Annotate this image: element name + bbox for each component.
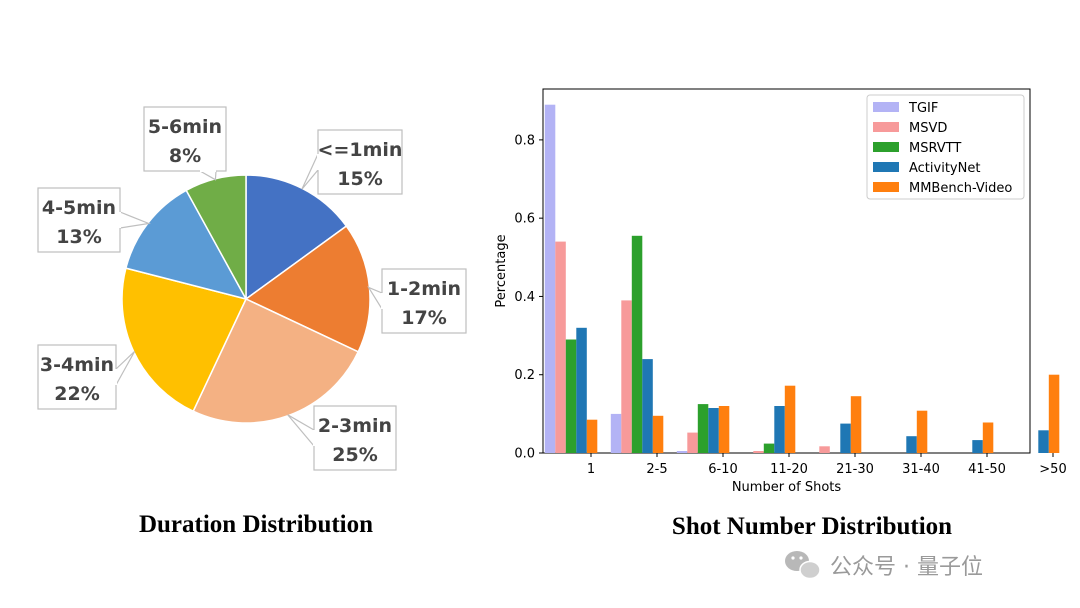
legend-swatch xyxy=(873,102,899,112)
bar-mmbench-video-0 xyxy=(586,419,598,453)
pie-label: 3-4min xyxy=(40,354,114,376)
callout-pointer xyxy=(115,350,136,386)
watermark: 公众号 · 量子位 xyxy=(785,551,983,580)
y-axis-label: Percentage xyxy=(494,234,509,307)
shot-chart-title: Shot Number Distribution xyxy=(672,513,952,540)
x-tick-label: 1 xyxy=(587,462,595,477)
x-tick-label: 31-40 xyxy=(902,462,940,477)
callout-pointer xyxy=(287,414,315,447)
watermark-text: 公众号 · 量子位 xyxy=(830,555,983,580)
bar-activitynet-1 xyxy=(642,359,653,453)
duration-chart-title: Duration Distribution xyxy=(139,511,373,538)
bar-msvd-4 xyxy=(819,446,830,453)
callout-box xyxy=(313,405,397,471)
x-tick-label: 21-30 xyxy=(836,462,874,477)
legend-swatch xyxy=(873,162,899,172)
callout-pointer xyxy=(119,211,151,229)
pie-label: 4-5min xyxy=(42,197,116,219)
bar-mmbench-video-4 xyxy=(850,396,862,453)
bar-msrvtt-2 xyxy=(697,404,709,453)
pie-callout-4: 4-5min 13% xyxy=(37,187,151,253)
bar-tgif-0 xyxy=(544,104,556,453)
pie-callout-3: 3-4min 22% xyxy=(37,344,136,410)
y-tick-label: 0.8 xyxy=(514,133,535,148)
pie-callout-2: 2-3min 25% xyxy=(287,405,397,471)
pie-percent-label: 25% xyxy=(332,444,377,466)
pie-callout-5: 5-6min 8% xyxy=(143,106,227,181)
legend-swatch xyxy=(873,182,899,192)
legend-entry: TGIF xyxy=(908,101,938,116)
bar-mmbench-video-3 xyxy=(784,385,796,453)
legend-swatch xyxy=(873,142,899,152)
pie-label: 1-2min xyxy=(387,278,461,300)
callout-box xyxy=(317,129,403,195)
pie-percent-label: 17% xyxy=(401,307,446,329)
bar-activitynet-3 xyxy=(774,406,785,453)
legend-entry: MSVD xyxy=(909,121,947,136)
pie-percent-label: 22% xyxy=(54,383,99,405)
pie-label: <=1min xyxy=(318,139,403,161)
pie-percent-label: 8% xyxy=(169,145,201,167)
y-tick-label: 0.0 xyxy=(514,447,535,462)
x-tick-label: 11-20 xyxy=(770,462,808,477)
pie-percent-label: 15% xyxy=(337,168,382,190)
callout-box xyxy=(37,187,121,253)
pie-label: 5-6min xyxy=(148,116,222,138)
callout-pointer xyxy=(367,286,383,310)
legend-box xyxy=(866,94,1025,200)
bar-activitynet-4 xyxy=(840,423,851,453)
pie-label: 2-3min xyxy=(318,415,392,437)
legend-entry: ActivityNet xyxy=(909,161,980,176)
callout-box xyxy=(143,106,227,172)
legend-entry: MSRVTT xyxy=(909,141,961,156)
legend-entry: MMBench-Video xyxy=(909,181,1012,196)
shot-bar-chart: 0.0 0.2 0.4 0.6 0.8 1 2-5 6-10 11-20 21-30 31-40 41… xyxy=(494,88,1067,495)
x-tick-label: 6-10 xyxy=(708,462,738,477)
legend-swatch xyxy=(873,122,899,132)
pie-callout-0: <=1min 15% xyxy=(301,129,403,195)
x-axis-label: Number of Shots xyxy=(732,480,842,495)
bar-mmbench-video-5 xyxy=(916,410,928,453)
bar-mmbench-video-1 xyxy=(652,415,664,453)
legend: TGIF MSVD MSRVTT ActivityNet MMBench-Video xyxy=(866,94,1025,200)
callout-pointer xyxy=(301,153,319,190)
y-tick-label: 0.4 xyxy=(514,290,535,305)
pie-callout-1: 1-2min 17% xyxy=(367,268,467,334)
bar-tgif-1 xyxy=(610,413,622,453)
bar-activitynet-2 xyxy=(708,408,719,453)
bar-mmbench-video-6 xyxy=(982,422,994,453)
bar-tgif-2 xyxy=(676,451,688,453)
pie-percent-label: 13% xyxy=(56,226,101,248)
bar-msrvtt-1 xyxy=(631,235,643,453)
bar-mmbench-video-2 xyxy=(718,406,730,453)
bar-msvd-3 xyxy=(753,451,764,453)
callout-pointer xyxy=(199,170,217,181)
bar-msvd-1 xyxy=(621,300,632,453)
bar-msrvtt-3 xyxy=(763,443,775,453)
wechat-icon xyxy=(785,551,821,580)
bar-activitynet-0 xyxy=(576,327,587,453)
x-tick-label: 41-50 xyxy=(968,462,1006,477)
x-tick-label: >50 xyxy=(1039,462,1066,477)
bar-activitynet-6 xyxy=(972,440,983,453)
y-tick-label: 0.2 xyxy=(514,368,535,383)
pie-callouts: <=1min 15% 1-2min 17% 2-3min 25% 3-4min 22% 4-5m… xyxy=(37,106,467,471)
duration-pie-chart xyxy=(121,174,371,424)
callout-box xyxy=(37,344,117,410)
bar-activitynet-7 xyxy=(1038,430,1049,453)
y-tick-label: 0.6 xyxy=(514,212,535,227)
bar-msrvtt-0 xyxy=(565,339,577,453)
bar-activitynet-5 xyxy=(906,436,917,453)
callout-box xyxy=(381,268,467,334)
x-tick-label: 2-5 xyxy=(646,462,667,477)
bar-mmbench-video-7 xyxy=(1048,374,1060,453)
bar-msvd-2 xyxy=(687,432,698,453)
bar-msvd-0 xyxy=(555,241,566,453)
